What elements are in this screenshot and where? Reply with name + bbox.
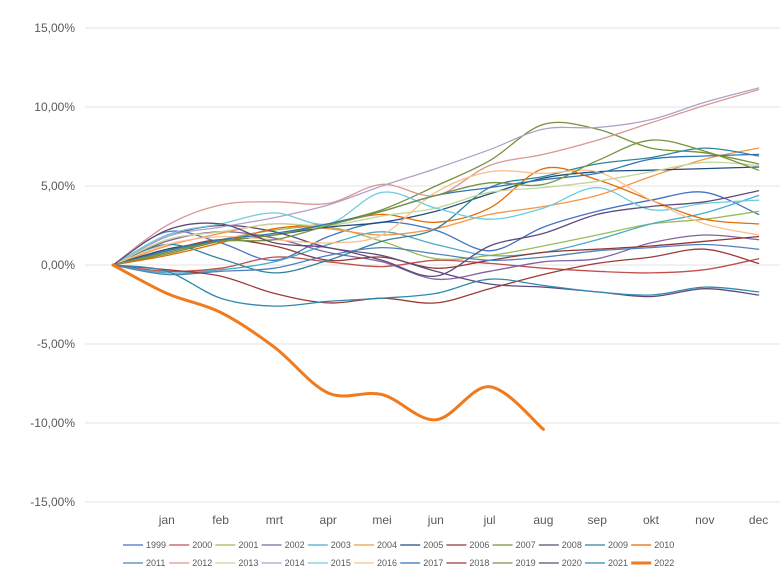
series-line-2003 [112,194,760,274]
legend-label-2019: 2019 [516,558,536,568]
series-line-2001 [112,210,760,266]
series-line-2022 [111,263,545,431]
series-line-2018 [112,248,760,304]
series-line-2014 [112,87,760,266]
legend-label-2010: 2010 [654,540,674,550]
legend-label-2005: 2005 [423,540,443,550]
x-tick-label: jun [427,513,444,527]
x-tick-label: dec [749,513,768,527]
series-line-2013 [112,161,760,266]
series-line-2011 [112,243,760,276]
x-tick-label: jul [483,513,496,527]
series-line-2019 [112,139,760,266]
legend-label-2020: 2020 [562,558,582,568]
series-line-2016 [112,169,760,266]
legend-label-2001: 2001 [238,540,258,550]
series-line-2012 [112,88,760,266]
x-tick-label: apr [320,513,337,527]
legend-label-2009: 2009 [608,540,628,550]
x-tick-label: okt [643,513,660,527]
y-tick-label: 0,00% [41,258,75,272]
x-axis-ticks: jan feb mrt apr mei jun jul aug sep okt nov dec [158,513,768,527]
legend-label-2017: 2017 [423,558,443,568]
legend-label-2011: 2011 [146,558,165,568]
x-tick-label: feb [212,513,229,527]
x-tick-label: sep [588,513,608,527]
x-tick-label: jan [158,513,175,527]
grid-lines [85,27,780,503]
legend-label-2022: 2022 [654,558,674,568]
series-line-2009 [112,147,760,274]
y-tick-label: -15,00% [30,495,75,509]
legend-label-2006: 2006 [469,540,489,550]
legend-label-2008: 2008 [562,540,582,550]
x-tick-label: aug [533,513,553,527]
legend-label-2014: 2014 [285,558,305,568]
series-line-2008 [112,224,760,298]
series-lines [111,87,760,431]
series-line-2010 [112,166,760,266]
legend-label-2018: 2018 [469,558,489,568]
y-tick-label: 10,00% [34,100,75,114]
legend-label-2012: 2012 [192,558,212,568]
x-tick-label: nov [695,513,714,527]
legend-label-2007: 2007 [516,540,536,550]
legend-label-2003: 2003 [331,540,351,550]
legend-label-2015: 2015 [331,558,351,568]
legend-label-2004: 2004 [377,540,397,550]
y-axis-ticks: 15,00% 10,00% 5,00% 0,00% -5,00% -10,00% -15,0… [30,21,75,509]
series-line-2021 [112,264,760,307]
x-tick-label: mei [372,513,391,527]
y-tick-label: -10,00% [30,416,75,430]
legend-label-2021: 2021 [608,558,628,568]
series-line-2000 [112,256,760,274]
legend-label-2000: 2000 [192,540,212,550]
legend-label-1999: 1999 [146,540,166,550]
legend-label-2002: 2002 [285,540,305,550]
y-tick-label: 5,00% [41,179,75,193]
legend: 1999 2000 2001 2002 2003 2004 2005 2006 2007 2008… [123,540,674,568]
legend-label-2013: 2013 [238,558,258,568]
x-tick-label: mrt [266,513,284,527]
series-line-2005 [112,166,760,266]
series-line-2020 [112,190,760,277]
y-tick-label: 15,00% [34,21,75,35]
legend-label-2016: 2016 [377,558,397,568]
y-tick-label: -5,00% [37,337,75,351]
